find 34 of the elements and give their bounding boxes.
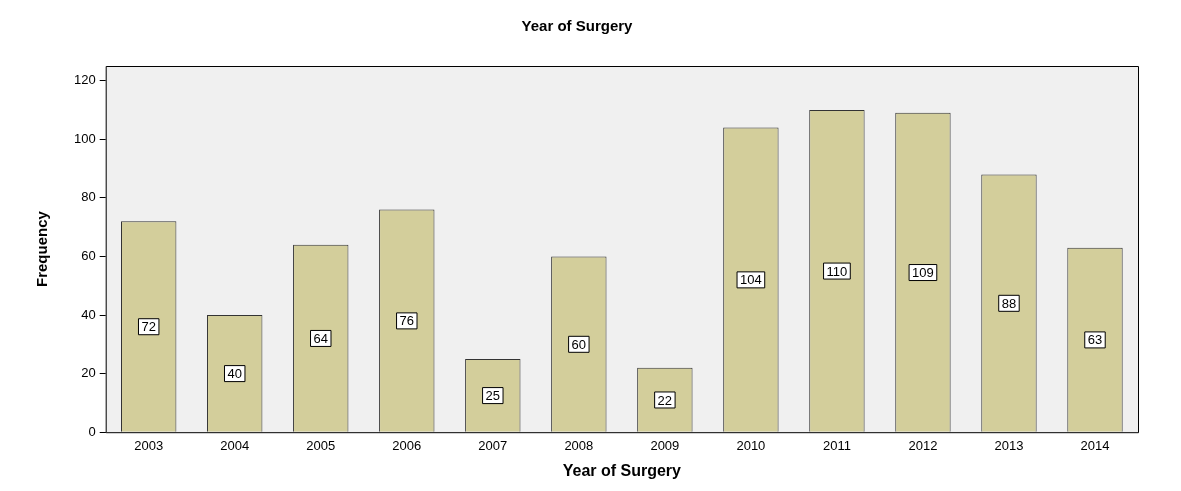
data-label: 72 [141,319,156,335]
x-axis-title: Year of Surgery [562,461,682,479]
data-label: 60 [571,336,587,352]
x-tick-label: 2014 [1080,437,1110,453]
data-label: 104 [740,272,762,288]
x-tick-label: 2012 [908,437,938,453]
x-tick-label: 2003 [134,437,164,453]
data-label: 88 [1001,295,1017,311]
x-tick-label: 2013 [994,437,1024,453]
y-tick-label: 20 [81,365,96,381]
y-tick-label: 0 [88,423,96,439]
x-tick-label: 2009 [650,437,680,453]
data-label: 76 [399,313,415,329]
y-tick-label: 80 [81,189,96,205]
data-label: 64 [313,331,328,347]
x-tick-label: 2007 [478,437,508,453]
data-label: 63 [1087,332,1103,348]
data-label: 25 [485,388,501,404]
y-tick-label: 60 [81,248,96,263]
data-label: 110 [826,263,848,279]
data-label: 40 [227,366,242,382]
y-tick-label: 40 [81,306,96,322]
x-tick-label: 2008 [564,437,594,453]
y-axis-title: Frequency [33,210,51,288]
x-tick-label: 2010 [736,437,766,453]
x-tick-label: 2005 [306,437,336,453]
data-label: 109 [912,265,934,281]
data-label: 22 [657,392,673,408]
y-tick-label: 120 [73,72,96,88]
x-tick-label: 2004 [220,437,250,453]
x-tick-label: 2011 [822,437,851,453]
chart-title: Year of Surgery [521,17,634,35]
y-tick-label: 100 [73,130,96,146]
x-tick-label: 2006 [392,437,422,453]
